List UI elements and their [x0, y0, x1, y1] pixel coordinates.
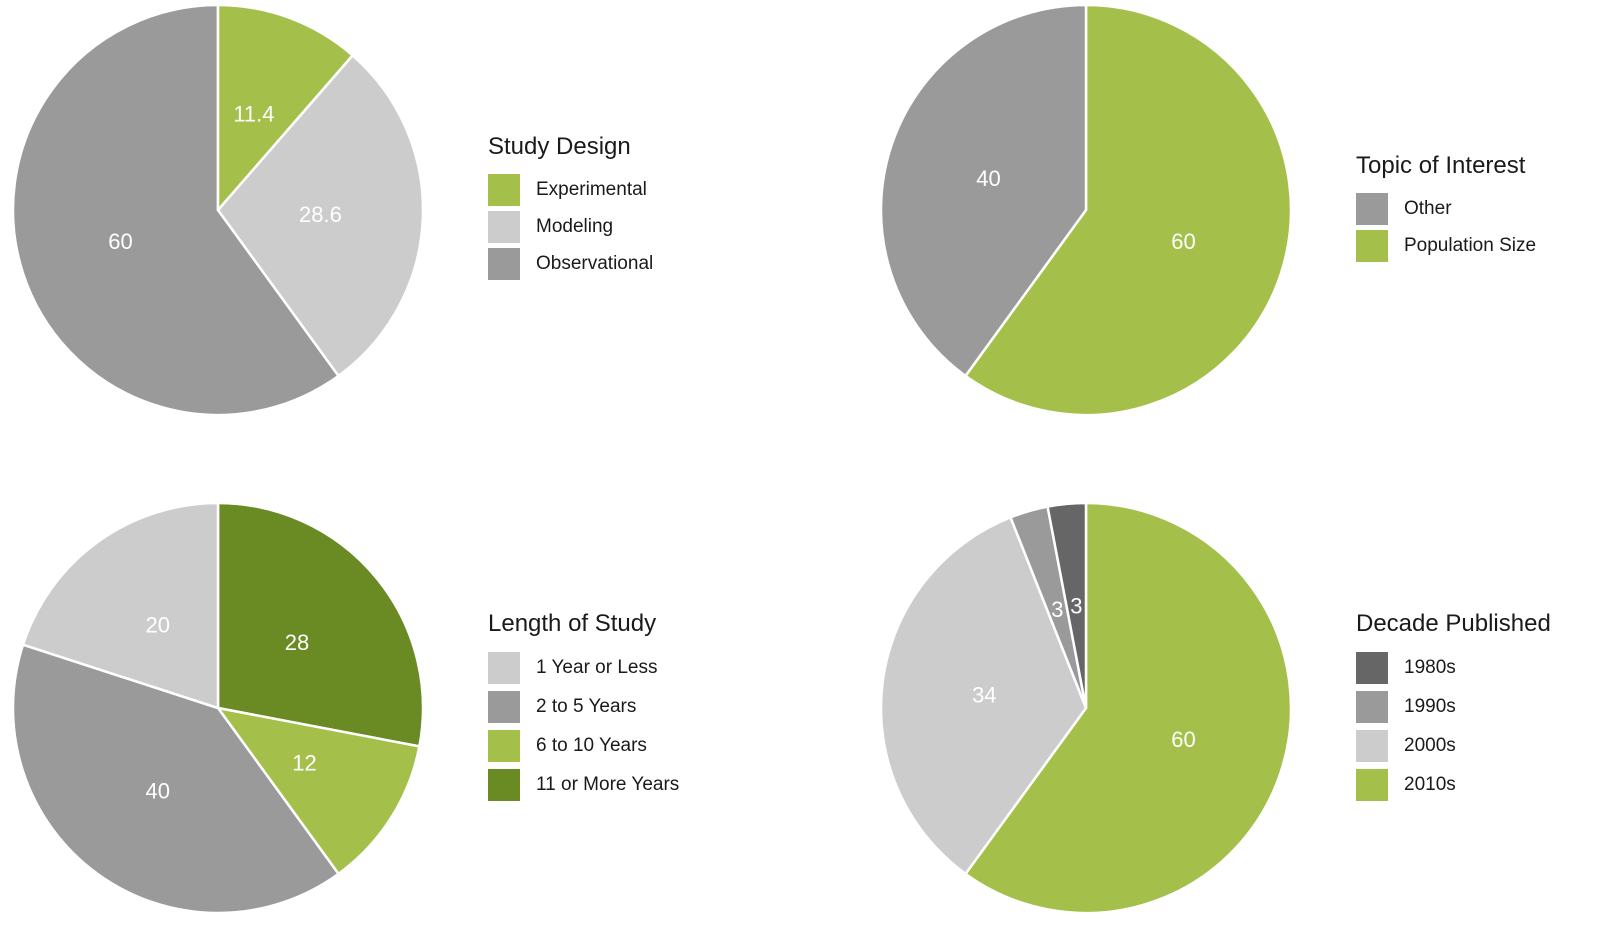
legend-title: Decade Published	[1356, 610, 1551, 637]
legend-item-11-or-more-years: 11 or More Years	[488, 765, 679, 804]
pie-study-design: 60 28.6 11.4	[11, 3, 425, 417]
legend-swatch	[488, 173, 520, 206]
chart-topic-of-interest: 60 40 Topic of Interest Other Population …	[868, 0, 1600, 470]
pie-slice-experimental	[216, 3, 354, 212]
legend-label: Observational	[536, 252, 654, 274]
pie-slice-2000s	[879, 516, 1088, 876]
legend-item-other: Other	[1356, 190, 1536, 227]
legend-label: 2010s	[1404, 773, 1456, 795]
legend-length-of-study: Length of Study 1 Year or Less 2 to 5 Ye…	[488, 610, 679, 804]
legend-label: 11 or More Years	[536, 773, 680, 795]
legend-item-1-year-or-less: 1 Year or Less	[488, 648, 679, 687]
legend-title: Study Design	[488, 133, 631, 160]
legend-item-modeling: Modeling	[488, 208, 653, 245]
pie-slice-2010s	[964, 501, 1293, 915]
slice-label-experimental: 11.4	[233, 102, 274, 127]
legend-item-2000s: 2000s	[1356, 726, 1551, 765]
legend-title: Length of Study	[488, 610, 657, 637]
legend-swatch	[1356, 192, 1388, 225]
pie-slice-other	[879, 3, 1088, 378]
pie-length-of-study: 28 12 40 20	[11, 501, 425, 915]
chart-study-design: 60 28.6 11.4 Study Design Experimental Mod…	[0, 0, 800, 470]
pie-slice-1980s	[1046, 501, 1088, 710]
legend-swatch	[488, 690, 520, 723]
chart-length-of-study: 28 12 40 20 Length of Study 1 Year or Less …	[0, 498, 800, 938]
slice-label-other: 40	[976, 166, 1000, 191]
legend-swatch	[1356, 768, 1388, 801]
slice-label-2-to-5-years: 40	[146, 778, 170, 803]
slice-label-population-size: 60	[1171, 229, 1195, 254]
legend-item-population-size: Population Size	[1356, 227, 1536, 264]
slice-label-6-to-10-years: 12	[292, 750, 316, 775]
legend-label: 1980s	[1404, 656, 1456, 678]
legend-swatch	[488, 210, 520, 243]
legend-swatch	[1356, 229, 1388, 262]
pie-slice-population-size	[964, 3, 1293, 417]
legend-swatch	[1356, 651, 1388, 684]
legend-swatch	[488, 247, 520, 280]
pie-slice-11-or-more-years	[216, 501, 425, 748]
legend-decade-published: Decade Published 1980s 1990s 2000s 2010s	[1356, 610, 1551, 804]
legend-topic-of-interest: Topic of Interest Other Population Size	[1356, 152, 1536, 264]
slice-label-11-or-more-years: 28	[285, 630, 309, 655]
pie-slice-6-to-10-years	[216, 706, 421, 876]
slice-label-observational: 60	[108, 229, 132, 254]
pie-slice-observational	[11, 3, 340, 417]
legend-label: 1 Year or Less	[536, 656, 658, 678]
legend-label: Experimental	[536, 178, 647, 200]
legend-swatch	[1356, 729, 1388, 762]
legend-title: Topic of Interest	[1356, 152, 1526, 179]
legend-swatch	[488, 651, 520, 684]
pie-decade-published: 60 34 3 3	[879, 501, 1293, 915]
chart-decade-published: 60 34 3 3 Decade Published 1980s 1990s 2000…	[868, 498, 1600, 938]
legend-swatch	[488, 768, 520, 801]
legend-label: Population Size	[1404, 234, 1537, 256]
legend-item-1990s: 1990s	[1356, 687, 1551, 726]
legend-label: 2000s	[1404, 734, 1456, 756]
slice-label-2010s: 60	[1171, 727, 1195, 752]
legend-item-6-to-10-years: 6 to 10 Years	[488, 726, 679, 765]
legend-item-observational: Observational	[488, 245, 653, 282]
slice-label-modeling: 28.6	[299, 202, 342, 227]
slice-label-1-year-or-less: 20	[146, 613, 170, 638]
pie-slice-2-to-5-years	[11, 643, 340, 915]
legend-study-design: Study Design Experimental Modeling Obser…	[488, 133, 653, 282]
legend-item-experimental: Experimental	[488, 171, 653, 208]
legend-label: 6 to 10 Years	[536, 734, 647, 756]
legend-item-2010s: 2010s	[1356, 765, 1551, 804]
slice-label-1990s: 3	[1051, 597, 1063, 622]
legend-item-1980s: 1980s	[1356, 648, 1551, 687]
legend-label: 2 to 5 Years	[536, 695, 637, 717]
legend-label: 1990s	[1404, 695, 1456, 717]
pie-slice-1-year-or-less	[21, 501, 220, 710]
pie-slice-modeling	[216, 54, 425, 378]
legend-label: Other	[1404, 197, 1452, 219]
slice-label-2000s: 34	[972, 683, 996, 708]
pie-topic-of-interest: 60 40	[879, 3, 1293, 417]
legend-swatch	[488, 729, 520, 762]
legend-item-2-to-5-years: 2 to 5 Years	[488, 687, 679, 726]
legend-label: Modeling	[536, 215, 614, 237]
slice-label-1980s: 3	[1070, 593, 1082, 618]
legend-swatch	[1356, 690, 1388, 723]
